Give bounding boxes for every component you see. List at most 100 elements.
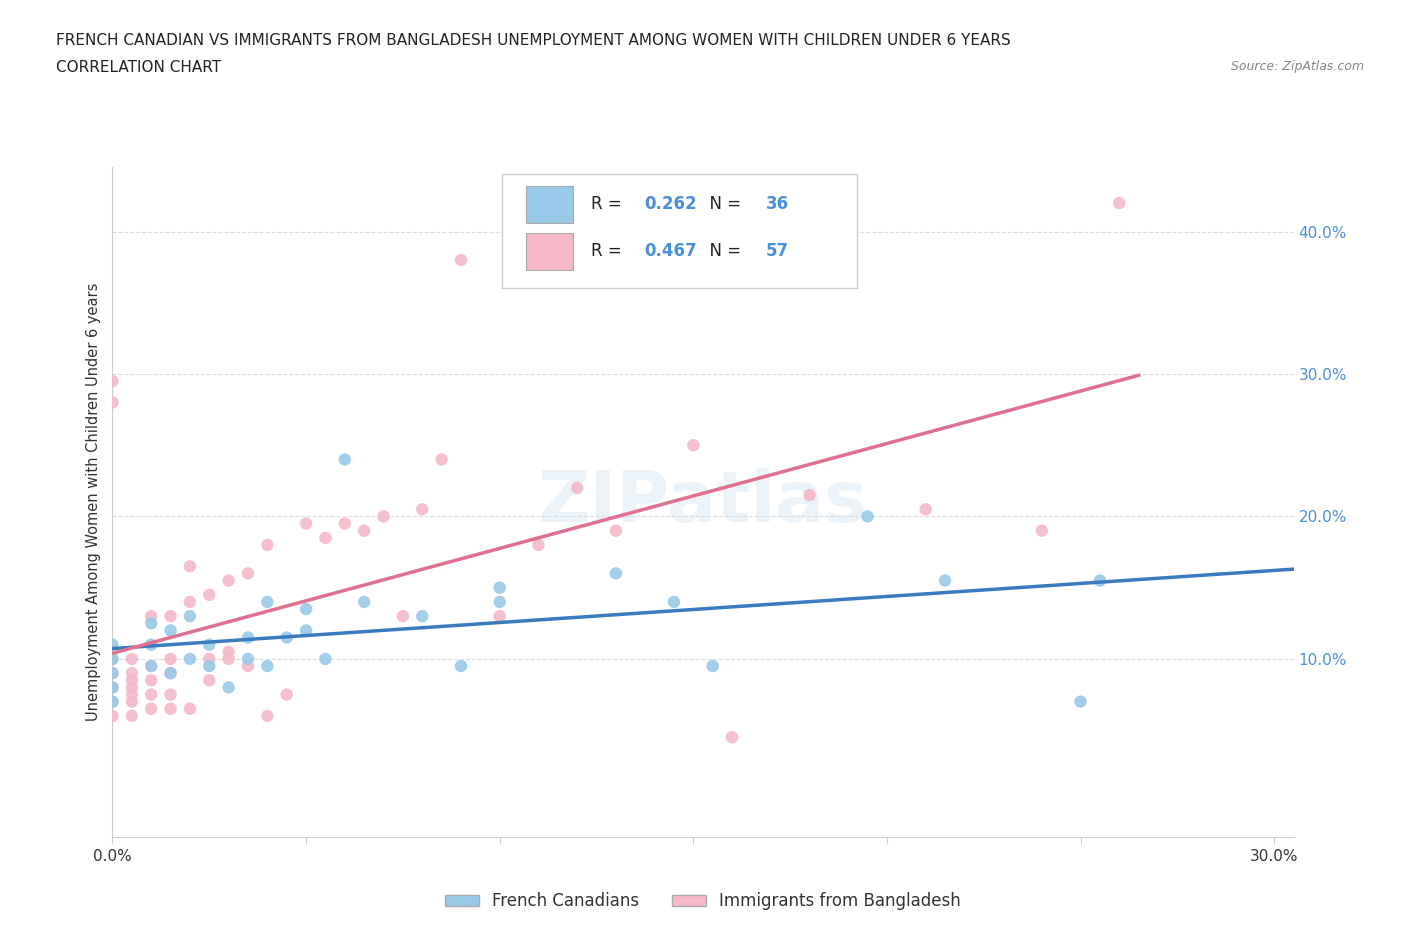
Point bbox=[179, 559, 201, 574]
Point bbox=[101, 694, 124, 709]
Point bbox=[159, 687, 181, 702]
Point bbox=[450, 253, 472, 268]
Point bbox=[914, 502, 936, 517]
Point bbox=[159, 666, 181, 681]
Point bbox=[101, 666, 124, 681]
Point bbox=[218, 573, 240, 588]
Point bbox=[605, 524, 627, 538]
Text: 36: 36 bbox=[766, 195, 789, 213]
Point bbox=[333, 452, 356, 467]
Text: R =: R = bbox=[591, 195, 627, 213]
Point bbox=[218, 644, 240, 659]
Point bbox=[411, 609, 433, 624]
Point bbox=[702, 658, 724, 673]
Point bbox=[179, 594, 201, 609]
Text: FRENCH CANADIAN VS IMMIGRANTS FROM BANGLADESH UNEMPLOYMENT AMONG WOMEN WITH CHIL: FRENCH CANADIAN VS IMMIGRANTS FROM BANGL… bbox=[56, 33, 1011, 47]
Point bbox=[450, 658, 472, 673]
Point bbox=[101, 694, 124, 709]
Point bbox=[856, 509, 879, 524]
Point bbox=[1070, 694, 1092, 709]
Text: 57: 57 bbox=[766, 242, 789, 260]
Point bbox=[121, 652, 143, 667]
Point bbox=[256, 538, 278, 552]
Point bbox=[295, 623, 318, 638]
Point bbox=[141, 616, 163, 631]
Point bbox=[159, 623, 181, 638]
Text: N =: N = bbox=[699, 195, 747, 213]
Point bbox=[198, 588, 221, 603]
Point bbox=[121, 672, 143, 687]
Point bbox=[101, 666, 124, 681]
Point bbox=[101, 395, 124, 410]
Bar bbox=[526, 186, 574, 222]
Point bbox=[121, 666, 143, 681]
Text: 0.467: 0.467 bbox=[644, 242, 696, 260]
Point bbox=[121, 709, 143, 724]
Point bbox=[141, 687, 163, 702]
Point bbox=[179, 652, 201, 667]
Point bbox=[101, 680, 124, 695]
Point bbox=[605, 566, 627, 581]
Point bbox=[314, 652, 336, 667]
Point bbox=[101, 652, 124, 667]
Point bbox=[721, 730, 744, 745]
Point bbox=[236, 631, 259, 645]
Text: CORRELATION CHART: CORRELATION CHART bbox=[56, 60, 221, 75]
Point bbox=[198, 658, 221, 673]
Point bbox=[121, 694, 143, 709]
Point bbox=[159, 652, 181, 667]
Point bbox=[411, 502, 433, 517]
Text: R =: R = bbox=[591, 242, 627, 260]
Point bbox=[159, 701, 181, 716]
Point bbox=[662, 594, 685, 609]
Point bbox=[159, 609, 181, 624]
Point bbox=[159, 666, 181, 681]
Point bbox=[236, 652, 259, 667]
Point bbox=[218, 652, 240, 667]
Point bbox=[256, 709, 278, 724]
Point bbox=[373, 509, 395, 524]
Point bbox=[488, 594, 510, 609]
Point bbox=[295, 516, 318, 531]
Point bbox=[179, 609, 201, 624]
Point bbox=[527, 538, 550, 552]
Point bbox=[353, 594, 375, 609]
Point bbox=[682, 438, 704, 453]
Point bbox=[141, 658, 163, 673]
Text: ZIPatlas: ZIPatlas bbox=[538, 468, 868, 537]
Bar bbox=[526, 232, 574, 270]
Text: 0.262: 0.262 bbox=[644, 195, 696, 213]
Point bbox=[198, 672, 221, 687]
Point bbox=[121, 680, 143, 695]
Point bbox=[101, 680, 124, 695]
Point bbox=[295, 602, 318, 617]
Point bbox=[430, 452, 453, 467]
Point bbox=[256, 658, 278, 673]
Point bbox=[276, 631, 298, 645]
Point bbox=[236, 658, 259, 673]
Text: Source: ZipAtlas.com: Source: ZipAtlas.com bbox=[1230, 60, 1364, 73]
Text: N =: N = bbox=[699, 242, 747, 260]
Point bbox=[101, 652, 124, 667]
Point bbox=[101, 374, 124, 389]
Point bbox=[198, 652, 221, 667]
Point bbox=[198, 637, 221, 652]
Point bbox=[256, 594, 278, 609]
Point bbox=[488, 580, 510, 595]
Point bbox=[353, 524, 375, 538]
Point bbox=[218, 680, 240, 695]
Point bbox=[333, 516, 356, 531]
Point bbox=[101, 637, 124, 652]
Point bbox=[179, 701, 201, 716]
Point bbox=[392, 609, 415, 624]
Point bbox=[276, 687, 298, 702]
Point bbox=[314, 530, 336, 545]
Point bbox=[934, 573, 956, 588]
Bar bbox=[502, 174, 856, 288]
Legend: French Canadians, Immigrants from Bangladesh: French Canadians, Immigrants from Bangla… bbox=[439, 885, 967, 917]
Point bbox=[101, 709, 124, 724]
Point bbox=[488, 609, 510, 624]
Point bbox=[565, 481, 588, 496]
Point bbox=[1031, 524, 1053, 538]
Point bbox=[141, 609, 163, 624]
